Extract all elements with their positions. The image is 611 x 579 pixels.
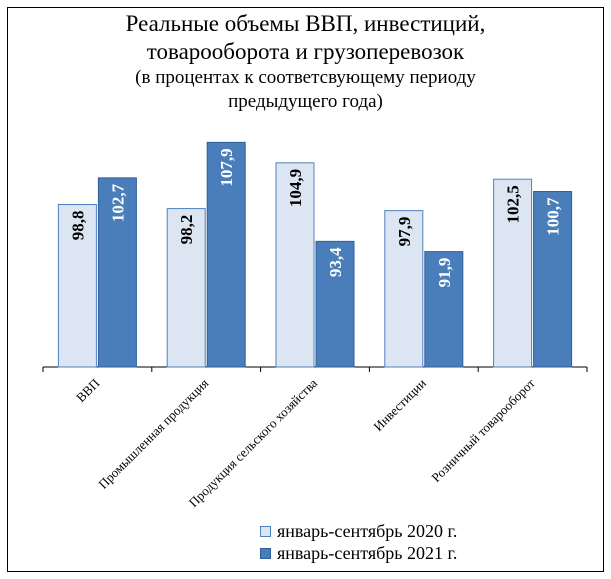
bar-2021-0	[97, 177, 137, 368]
bar-2020-2	[275, 162, 315, 368]
bar-2021-2	[315, 240, 355, 368]
bar-2021-4	[533, 191, 573, 368]
data-label-2020-1: 98,2	[177, 215, 196, 245]
chart-title-line-1: Реальные объемы ВВП, инвестиций,	[125, 11, 486, 36]
bar-2021-1	[206, 141, 246, 368]
data-label-2021-3: 91,9	[435, 258, 454, 288]
category-label-1: Промышленная продукция	[95, 376, 211, 492]
data-label-2021-4: 100,7	[544, 197, 563, 236]
data-label-2021-2: 93,4	[326, 247, 345, 277]
bar-2020-4	[493, 178, 533, 368]
chart-subtitle-line-2: предыдущего года)	[228, 91, 383, 112]
legend-swatch-2020	[260, 525, 271, 537]
legend-item-2021: январь-сентябрь 2021 г.	[260, 542, 457, 564]
legend-item-2020: январь-сентябрь 2020 г.	[260, 520, 457, 542]
category-label-4: Розничный товарооборот	[428, 375, 538, 485]
data-label-2020-3: 97,9	[395, 217, 414, 247]
chart-title-block: Реальные объемы ВВП, инвестиций, товароо…	[0, 10, 611, 114]
legend-label-2021: январь-сентябрь 2021 г.	[277, 542, 458, 563]
chart-title-line-2: товарооборота и грузоперевозок	[146, 39, 465, 64]
bar-2021-3	[424, 251, 464, 368]
chart-subtitle-line-1: (в процентах к соответсвующему периоду	[135, 67, 476, 88]
data-label-2020-2: 104,9	[286, 169, 305, 207]
category-label-3: Инвестиции	[370, 375, 429, 434]
bar-2020-3	[384, 210, 424, 368]
data-label-2020-0: 98,8	[68, 210, 87, 240]
legend-swatch-2021	[260, 547, 271, 559]
category-label-2: Продукция сельского хозяйства	[186, 375, 321, 510]
bar-2020-1	[166, 208, 206, 368]
legend: январь-сентябрь 2020 г. январь-сентябрь …	[260, 520, 457, 564]
bar-2020-0	[57, 203, 97, 368]
data-label-2020-4: 102,5	[504, 185, 523, 223]
category-label-0: ВВП	[73, 376, 103, 406]
data-label-2021-0: 102,7	[108, 183, 127, 222]
data-label-2021-1: 107,9	[217, 148, 236, 186]
legend-label-2020: январь-сентябрь 2020 г.	[277, 520, 458, 541]
